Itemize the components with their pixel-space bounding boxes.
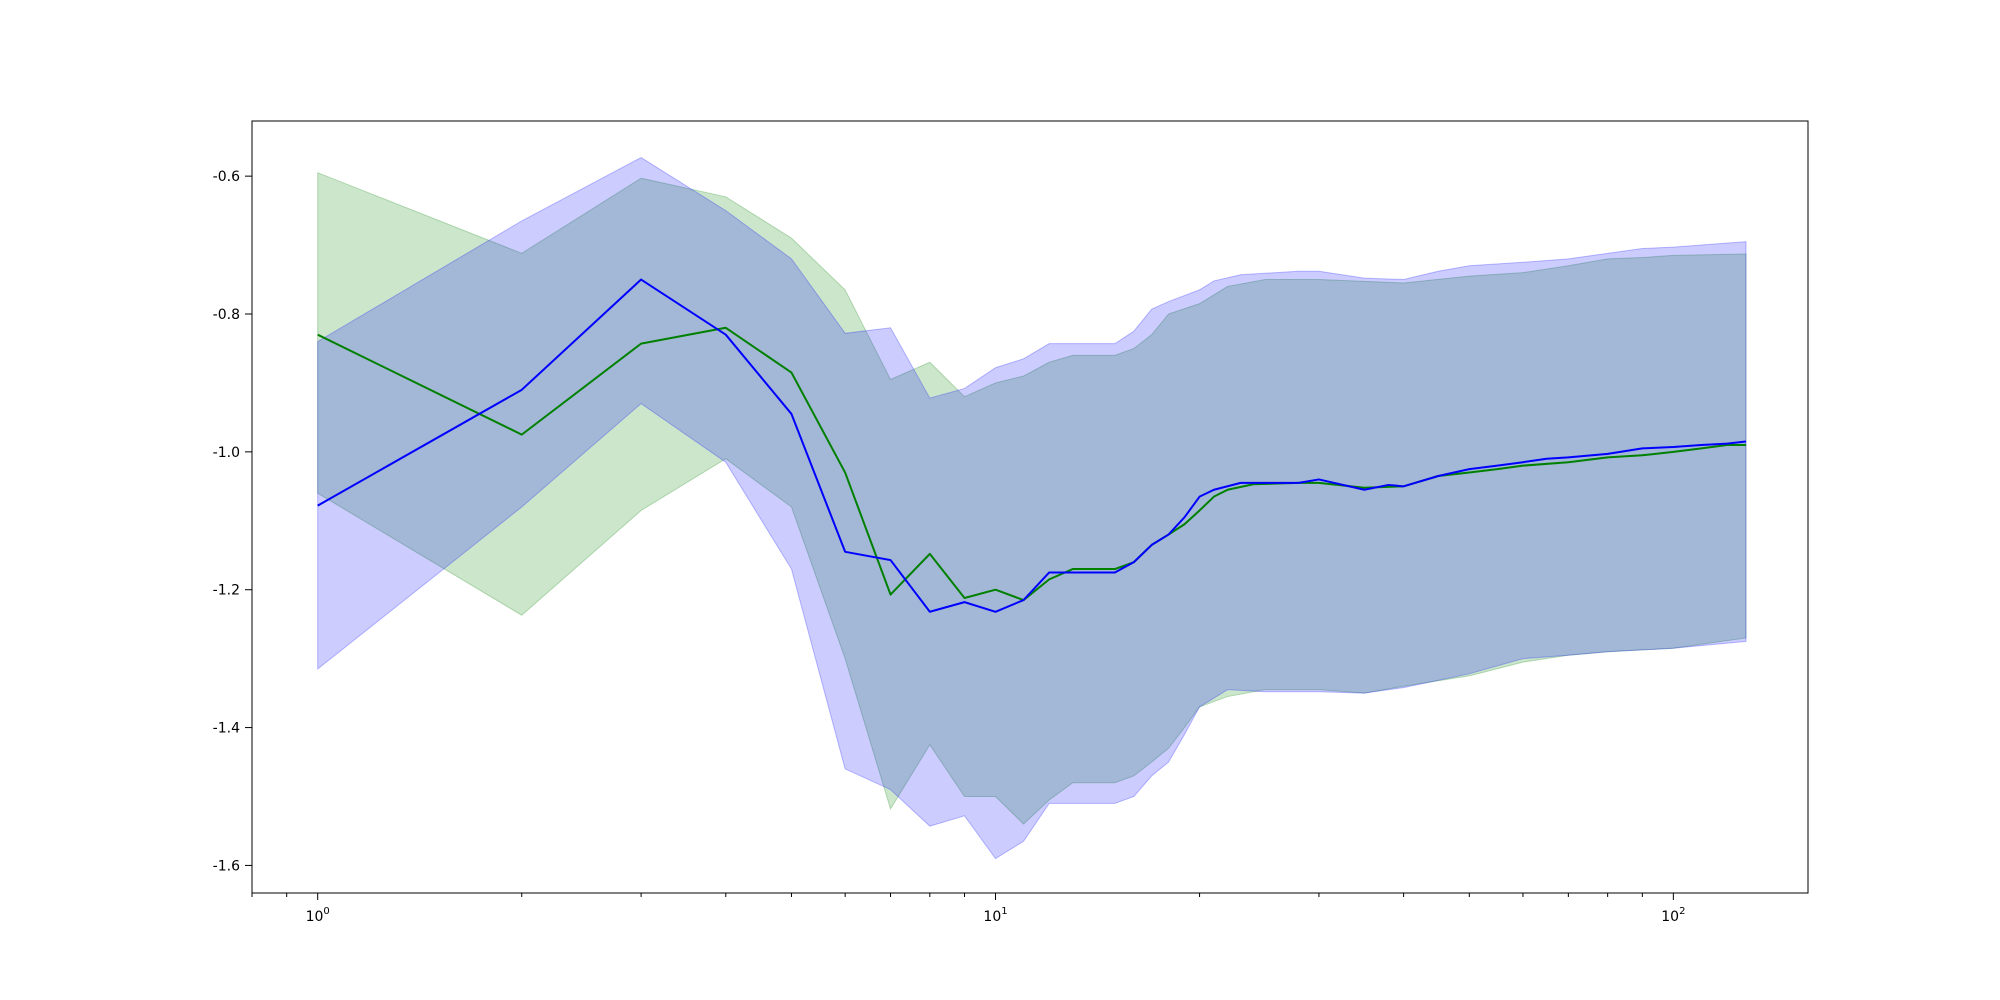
series-line-2 (317, 278, 1747, 613)
x-tick-label: 101 (983, 906, 1007, 925)
y-tick-label: -1.2 (213, 583, 240, 599)
series-lines (317, 278, 1747, 613)
y-tick-label: -1.0 (213, 445, 240, 461)
x-tick-label: 100 (306, 906, 330, 925)
x-axis: 100 101 102 (251, 893, 1685, 925)
y-tick-label: -0.8 (213, 307, 240, 323)
y-tick-label: -1.4 (213, 721, 240, 737)
confidence-band-1 (317, 171, 1747, 825)
confidence-bands (317, 156, 1747, 860)
y-axis: -0.6 -0.8 -1.0 -1.2 -1.4 -1.6 (213, 169, 252, 874)
y-tick-label: -0.6 (213, 169, 240, 185)
x-tick-label: 102 (1661, 906, 1685, 925)
series-line-1 (317, 326, 1747, 602)
y-tick-label: -1.6 (213, 858, 240, 874)
plot-area (317, 156, 1747, 860)
confidence-band-2 (317, 156, 1747, 860)
axes-frame (251, 120, 1809, 894)
